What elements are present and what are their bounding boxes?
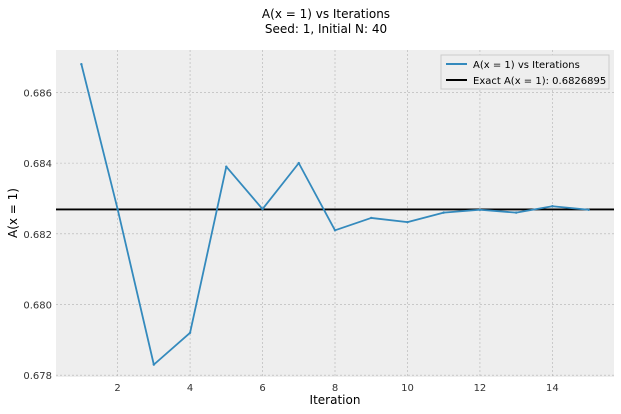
y-tick-label: 0.684: [23, 159, 52, 170]
data-point: [406, 220, 409, 224]
legend-label-reference: Exact A(x = 1): 0.6826895: [473, 76, 606, 87]
data-point: [587, 208, 590, 211]
chart-title: A(x = 1) vs Iterations: [262, 7, 390, 21]
x-tick-label: 14: [546, 383, 559, 394]
ticks: 2 4 6 8 10 12 14 0.678 0.680 0.682 0.684 0.686: [23, 88, 558, 394]
x-tick-label: 6: [259, 383, 265, 394]
x-axis-label: Iteration: [310, 393, 361, 407]
x-tick-label: 10: [401, 383, 414, 394]
y-tick-label: 0.680: [23, 301, 52, 312]
legend: A(x = 1) vs Iterations Exact A(x = 1): 0…: [440, 54, 610, 90]
y-axis-label: A(x = 1): [6, 188, 20, 238]
data-point: [333, 229, 337, 232]
data-point: [188, 331, 192, 335]
x-tick-label: 4: [187, 383, 193, 394]
x-tick-label: 12: [474, 383, 487, 394]
series-layer: [56, 62, 614, 366]
data-point: [370, 216, 373, 220]
grid: [56, 50, 614, 377]
data-point: [80, 62, 83, 66]
data-point: [116, 207, 119, 211]
data-point: [152, 363, 156, 366]
chart-subtitle: Seed: 1, Initial N: 40: [265, 22, 387, 36]
legend-box: [440, 54, 610, 90]
x-tick-label: 2: [114, 383, 120, 394]
legend-label-series: A(x = 1) vs Iterations: [473, 60, 580, 71]
y-tick-label: 0.686: [23, 88, 52, 99]
y-tick-label: 0.682: [23, 230, 52, 241]
data-point: [297, 161, 300, 165]
data-point: [225, 165, 228, 168]
y-tick-label: 0.678: [23, 371, 52, 382]
data-point: [551, 205, 554, 208]
data-point: [514, 211, 518, 214]
data-point: [442, 211, 445, 214]
data-point: [261, 207, 264, 211]
data-point: [478, 208, 482, 211]
x-tick-label: 8: [332, 383, 338, 394]
